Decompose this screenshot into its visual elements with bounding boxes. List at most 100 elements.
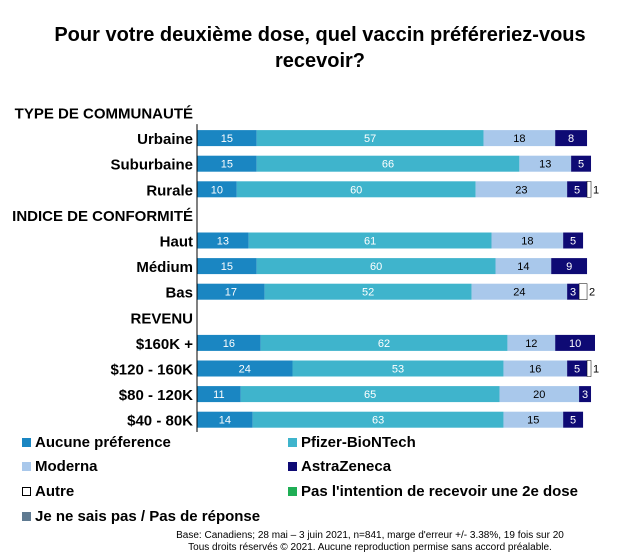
bar-segment xyxy=(578,283,588,300)
bar-segment xyxy=(579,386,592,403)
bar-segment xyxy=(519,155,572,172)
legend-item-moderna: Moderna xyxy=(22,458,98,476)
data-label: 15 xyxy=(221,159,233,171)
bar-segment xyxy=(567,283,580,300)
legend-swatch xyxy=(22,486,31,496)
bar-segment xyxy=(563,411,584,428)
row-label: Haut xyxy=(160,234,193,251)
row-label: $40 - 80K xyxy=(127,413,193,430)
bar-segment xyxy=(197,232,249,249)
bar-segment xyxy=(248,232,492,249)
row-label: Rurale xyxy=(146,182,193,199)
data-label: 66 xyxy=(382,159,394,171)
legend-item-pfizer: Pfizer-BioNTech xyxy=(288,434,416,452)
data-label: 63 xyxy=(372,415,384,427)
legend-label: Moderna xyxy=(35,458,98,475)
legend-item-pas-intention: Pas l'intention de recevoir une 2e dose xyxy=(288,483,578,501)
footnote-line-1: Base: Canadiens; 28 mai – 3 juin 2021, n… xyxy=(176,530,564,541)
data-label: 62 xyxy=(378,338,390,350)
row-label: Médium xyxy=(136,259,193,276)
data-label: 8 xyxy=(568,133,574,145)
legend-label: Autre xyxy=(35,483,75,500)
data-label: 13 xyxy=(539,159,551,171)
data-label: 17 xyxy=(225,287,237,299)
legend-swatch xyxy=(288,461,297,471)
data-label: 16 xyxy=(223,338,235,350)
data-label: 5 xyxy=(578,159,584,171)
group-heading: TYPE DE COMMUNAUTÉ xyxy=(15,106,193,123)
data-label: 5 xyxy=(574,184,580,196)
bar-segment xyxy=(256,130,484,147)
bar-segment xyxy=(197,258,257,275)
data-label: 60 xyxy=(350,184,362,196)
data-label: 3 xyxy=(570,287,576,299)
data-label: 61 xyxy=(364,236,376,248)
data-label: 2 xyxy=(589,287,595,299)
data-label: 5 xyxy=(570,415,576,427)
data-label: 52 xyxy=(362,287,374,299)
legend-swatch xyxy=(288,437,297,447)
bar-segment xyxy=(197,386,241,403)
row-label: Urbaine xyxy=(137,131,193,148)
bar-segment xyxy=(197,360,293,377)
data-label: 18 xyxy=(513,133,525,145)
footnote-line-2: Tous droits réservés © 2021. Aucune repr… xyxy=(188,542,552,553)
legend-swatch xyxy=(288,486,297,496)
legend-label: Je ne sais pas / Pas de réponse xyxy=(35,508,261,525)
bar-segment xyxy=(256,258,496,275)
bar-segment xyxy=(586,360,592,377)
legend-item-aucune-preference: Aucune préference xyxy=(22,434,171,452)
legend-item-astrazeneca: AstraZeneca xyxy=(288,458,391,476)
bar-segment xyxy=(197,155,257,172)
bar-segment xyxy=(499,386,580,403)
row-label: $120 - 160K xyxy=(110,362,193,379)
bar-segment xyxy=(507,334,556,351)
data-label: 18 xyxy=(521,236,533,248)
data-label: 57 xyxy=(364,133,376,145)
bar-segment xyxy=(586,181,592,198)
chart-title: Pour votre deuxième dose, quel vaccin pr… xyxy=(54,24,586,72)
row-label: Suburbaine xyxy=(110,157,193,174)
bar-segment xyxy=(563,232,584,249)
group-heading: REVENU xyxy=(130,310,193,327)
legend-label: AstraZeneca xyxy=(301,458,392,475)
bar-segment xyxy=(503,411,564,428)
bar-segment xyxy=(495,258,552,275)
data-label: 3 xyxy=(582,389,588,401)
bar-segment xyxy=(197,334,261,351)
row-label: Bas xyxy=(165,285,193,302)
data-label: 5 xyxy=(574,364,580,376)
data-label: 10 xyxy=(569,338,581,350)
data-label: 24 xyxy=(239,364,251,376)
bar-segment xyxy=(197,411,253,428)
data-label: 1 xyxy=(593,364,599,376)
bar-segment xyxy=(256,155,520,172)
data-label: 10 xyxy=(211,184,223,196)
data-label: 16 xyxy=(529,364,541,376)
data-label: 65 xyxy=(364,389,376,401)
legend-swatch xyxy=(22,461,31,471)
bar-segment xyxy=(555,130,588,147)
data-label: 11 xyxy=(213,389,224,401)
bar-segment xyxy=(264,283,472,300)
bar-segment xyxy=(197,283,265,300)
data-label: 15 xyxy=(221,133,233,145)
bar-segment xyxy=(571,155,592,172)
bar-segment xyxy=(567,360,588,377)
data-label: 60 xyxy=(370,261,382,273)
data-label: 20 xyxy=(533,389,545,401)
data-label: 14 xyxy=(517,261,529,273)
bar-segment xyxy=(475,181,568,198)
bar-segment xyxy=(471,283,568,300)
bar-segment xyxy=(503,360,568,377)
data-label: 1 xyxy=(593,184,599,196)
legend-item-ne-sais-pas: Je ne sais pas / Pas de réponse xyxy=(22,508,260,526)
row-label: $160K + xyxy=(136,336,193,353)
bar-segment xyxy=(236,181,476,198)
data-label: 24 xyxy=(513,287,525,299)
data-label: 14 xyxy=(219,415,231,427)
legend-item-autre: Autre xyxy=(22,483,74,501)
bar-segment xyxy=(491,232,564,249)
bar-segment xyxy=(197,181,237,198)
